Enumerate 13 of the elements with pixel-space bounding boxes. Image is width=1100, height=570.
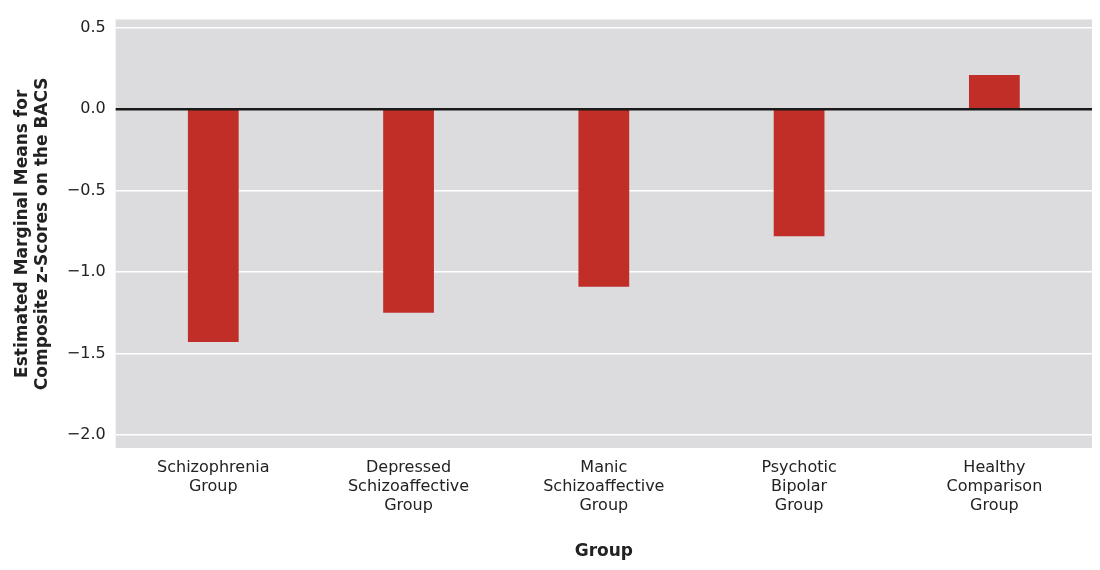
x-tick-label: Healthy Comparison Group [946, 456, 1043, 515]
y-tick-label: 0.5 [80, 16, 106, 36]
x-tick-label: Schizophrenia Group [157, 456, 270, 495]
y-tick-label: −1.0 [66, 261, 106, 281]
y-axis-title: Estimated Marginal Means for Composite z-Scores on the BACS [10, 77, 52, 391]
x-tick-label: Manic Schizoaffective Group [543, 456, 665, 515]
x-tick-label: Psychotic Bipolar Group [761, 456, 837, 515]
y-tick-label: −2.0 [66, 424, 106, 444]
y-tick-label: −1.5 [66, 342, 106, 362]
x-axis-title: Group [574, 540, 633, 561]
y-tick-label: 0.0 [80, 98, 106, 118]
y-tick-label: −0.5 [66, 179, 106, 199]
x-tick-label: Depressed Schizoaffective Group [347, 456, 470, 515]
